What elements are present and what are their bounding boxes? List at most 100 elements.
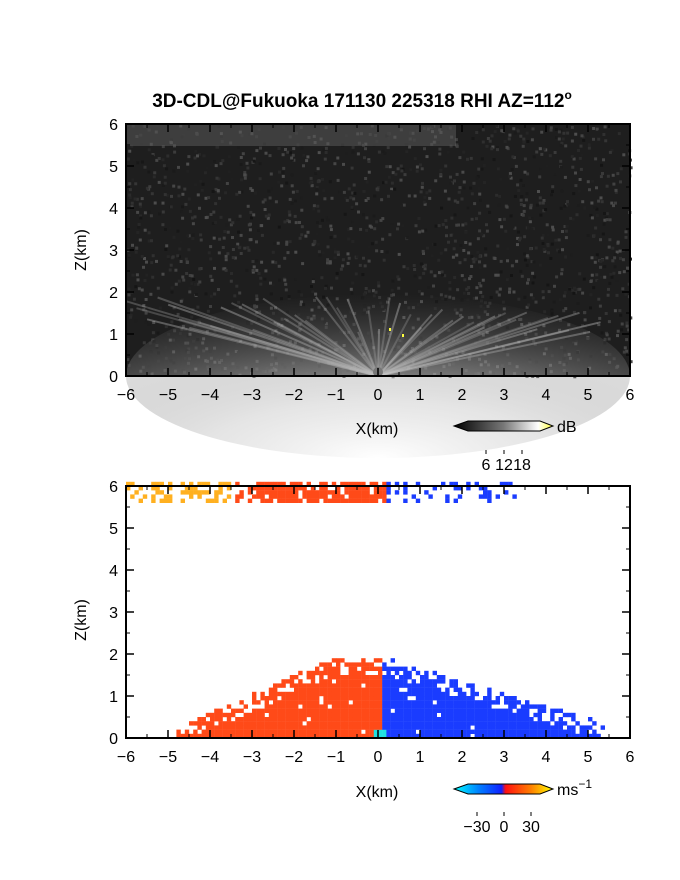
noise-cell bbox=[506, 247, 510, 251]
velocity-cell bbox=[277, 691, 282, 697]
velocity-cell bbox=[441, 700, 446, 705]
noise-cell bbox=[547, 251, 550, 255]
velocity-cell bbox=[336, 700, 341, 705]
velocity-cell bbox=[260, 490, 265, 495]
velocity-cell bbox=[222, 721, 227, 726]
noise-cell bbox=[532, 155, 536, 159]
noise-cell bbox=[486, 137, 490, 140]
velocity-cell bbox=[331, 666, 337, 671]
noise-cell bbox=[170, 320, 174, 324]
velocity-cell bbox=[184, 490, 190, 495]
velocity-cell bbox=[268, 704, 274, 709]
velocity-cell bbox=[588, 717, 593, 722]
noise-cell bbox=[608, 281, 612, 285]
noise-cell bbox=[280, 297, 283, 301]
noise-cell bbox=[181, 192, 185, 196]
noise-cell bbox=[607, 245, 611, 249]
velocity-cell bbox=[310, 733, 316, 739]
noise-cell bbox=[525, 263, 529, 267]
noise-cell bbox=[613, 253, 617, 257]
velocity-cell bbox=[268, 687, 274, 692]
noise-cell bbox=[136, 231, 140, 234]
noise-cell bbox=[552, 300, 556, 304]
velocity-cell bbox=[504, 700, 509, 705]
velocity-cell bbox=[218, 708, 223, 713]
noise-cell bbox=[523, 295, 527, 299]
noise-cell bbox=[516, 243, 519, 247]
noise-cell bbox=[600, 163, 604, 167]
velocity-cell bbox=[466, 733, 471, 739]
noise-cell bbox=[367, 245, 371, 249]
noise-cell bbox=[246, 166, 250, 170]
noise-cell bbox=[560, 189, 564, 193]
noise-cell bbox=[181, 216, 185, 220]
noise-cell bbox=[161, 272, 165, 276]
noise-cell bbox=[603, 125, 607, 129]
noise-cell bbox=[361, 273, 365, 277]
noise-cell bbox=[538, 175, 542, 179]
noise-cell bbox=[283, 256, 287, 260]
velocity-cell bbox=[407, 717, 412, 722]
velocity-cell bbox=[441, 717, 446, 722]
noise-cell bbox=[613, 265, 617, 269]
noise-cell bbox=[147, 148, 151, 152]
velocity-cell bbox=[508, 704, 513, 709]
velocity-cell bbox=[445, 700, 450, 705]
velocity-cell bbox=[394, 733, 400, 739]
velocity-cell bbox=[319, 679, 324, 684]
noise-cell bbox=[599, 265, 602, 269]
noise-cell bbox=[382, 166, 386, 170]
velocity-cell bbox=[382, 666, 387, 671]
velocity-cell bbox=[315, 729, 320, 734]
velocity-cell bbox=[483, 729, 488, 734]
x-tick-label: 4 bbox=[542, 387, 551, 404]
velocity-cell bbox=[394, 679, 400, 684]
noise-cell bbox=[134, 250, 138, 254]
velocity-cell bbox=[420, 725, 425, 730]
velocity-cell bbox=[319, 670, 324, 676]
noise-cell bbox=[164, 325, 168, 329]
noise-cell bbox=[496, 167, 500, 171]
velocity-cell bbox=[344, 729, 349, 734]
velocity-cell bbox=[302, 683, 307, 688]
noise-cell bbox=[128, 149, 132, 153]
velocity-cell bbox=[420, 696, 425, 701]
velocity-cell bbox=[222, 725, 227, 730]
noise-cell bbox=[286, 219, 290, 222]
noise-cell bbox=[223, 267, 227, 271]
noise-cell bbox=[288, 197, 292, 201]
noise-cell bbox=[582, 277, 586, 281]
noise-cell bbox=[401, 167, 405, 171]
velocity-cell bbox=[344, 708, 349, 713]
noise-cell bbox=[300, 208, 304, 212]
velocity-cell bbox=[453, 700, 458, 705]
noise-cell bbox=[478, 229, 482, 233]
noise-cell bbox=[209, 274, 213, 278]
velocity-cell bbox=[445, 691, 450, 697]
velocity-cell bbox=[357, 675, 362, 680]
velocity-cell bbox=[567, 725, 572, 730]
velocity-cell bbox=[235, 498, 240, 503]
velocity-cell bbox=[348, 662, 353, 667]
noise-cell bbox=[554, 238, 558, 242]
noise-cell bbox=[132, 158, 136, 162]
noise-cell bbox=[608, 150, 612, 154]
velocity-cell bbox=[483, 733, 488, 739]
velocity-cell bbox=[512, 700, 517, 705]
velocity-cell bbox=[298, 486, 303, 491]
noise-cell bbox=[281, 174, 285, 178]
noise-cell bbox=[310, 184, 314, 188]
velocity-cell bbox=[369, 729, 374, 734]
noise-cell bbox=[591, 179, 595, 183]
noise-cell bbox=[473, 202, 477, 206]
velocity-cell bbox=[432, 729, 437, 734]
velocity-cell bbox=[483, 717, 488, 722]
noise-cell bbox=[501, 300, 505, 304]
velocity-cell bbox=[369, 704, 374, 709]
noise-cell bbox=[509, 176, 513, 180]
velocity-cell bbox=[449, 481, 454, 487]
velocity-cell bbox=[306, 733, 311, 739]
velocity-cell bbox=[411, 733, 416, 739]
velocity-cell bbox=[310, 675, 316, 680]
velocity-cell bbox=[340, 717, 345, 722]
